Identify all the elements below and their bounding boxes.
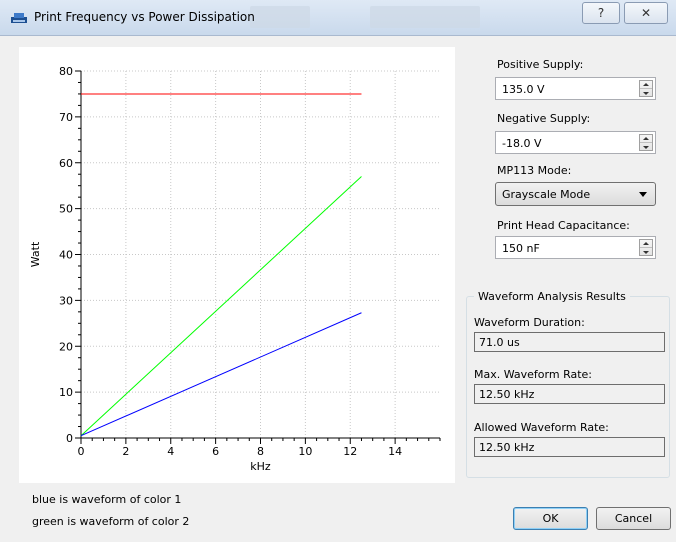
x-tick-label: 2 <box>122 445 129 458</box>
chevron-down-icon <box>639 192 647 197</box>
capacitance-increment[interactable] <box>640 240 652 248</box>
duration-field: 71.0 us <box>474 332 665 352</box>
x-tick-label: 4 <box>167 445 174 458</box>
mode-dropdown[interactable]: Grayscale Mode <box>495 182 656 206</box>
y-tick-label: 20 <box>59 340 73 353</box>
results-group-title: Waveform Analysis Results <box>474 290 630 303</box>
window-title: Print Frequency vs Power Dissipation <box>34 10 255 24</box>
capacitance-spinbox[interactable]: 150 nF <box>495 236 656 259</box>
chart-series <box>80 93 362 437</box>
ok-button[interactable]: OK <box>513 507 588 530</box>
y-tick-label: 60 <box>59 157 73 170</box>
arrow-down-icon <box>643 145 649 149</box>
x-tick-label: 14 <box>388 445 402 458</box>
mode-label: MP113 Mode: <box>497 164 572 177</box>
chart-grid <box>81 70 440 438</box>
positive-supply-decrement[interactable] <box>640 89 652 97</box>
capacitance-spin-buttons <box>639 239 653 256</box>
positive-supply-value[interactable]: 135.0 V <box>502 83 545 96</box>
positive-supply-spin-buttons <box>639 80 653 97</box>
allowed-rate-field: 12.50 kHz <box>474 437 665 457</box>
legend-note-color-2: green is waveform of color 2 <box>32 515 190 528</box>
arrow-down-icon <box>643 250 649 254</box>
y-tick-label: 30 <box>59 294 73 307</box>
negative-supply-spinbox[interactable]: -18.0 V <box>495 131 656 154</box>
negative-supply-value[interactable]: -18.0 V <box>502 137 542 150</box>
negative-supply-spin-buttons <box>639 134 653 151</box>
power-dissipation-chart: 0 2 4 6 8 10 12 14 0 10 20 30 40 50 60 70 80 kHz Watt <box>29 65 441 473</box>
allowed-rate-value: 12.50 kHz <box>479 441 535 454</box>
close-button[interactable]: ✕ <box>624 2 668 24</box>
arrow-up-icon <box>643 83 649 86</box>
positive-supply-spinbox[interactable]: 135.0 V <box>495 77 656 100</box>
cancel-button[interactable]: Cancel <box>596 507 671 530</box>
x-axis-label: kHz <box>250 460 271 473</box>
y-tick-label: 10 <box>59 386 73 399</box>
close-icon: ✕ <box>640 6 652 20</box>
series-line-3 <box>80 312 362 437</box>
allowed-rate-label: Allowed Waveform Rate: <box>474 421 609 434</box>
y-tick-label: 80 <box>59 65 73 78</box>
y-tick-label: 50 <box>59 203 73 216</box>
capacitance-decrement[interactable] <box>640 248 652 256</box>
series-line-2 <box>80 176 362 437</box>
positive-supply-increment[interactable] <box>640 81 652 89</box>
max-rate-value: 12.50 kHz <box>479 388 535 401</box>
duration-value: 71.0 us <box>479 336 520 349</box>
arrow-down-icon <box>643 91 649 95</box>
legend-note-color-1: blue is waveform of color 1 <box>32 493 182 506</box>
mode-selected-value: Grayscale Mode <box>502 188 591 201</box>
y-tick-label: 0 <box>66 432 73 445</box>
capacitance-value[interactable]: 150 nF <box>502 242 540 255</box>
background-window-fragment <box>370 6 480 28</box>
arrow-up-icon <box>643 242 649 245</box>
y-axis-label: Watt <box>29 241 42 267</box>
negative-supply-increment[interactable] <box>640 135 652 143</box>
x-tick-label: 6 <box>212 445 219 458</box>
duration-label: Waveform Duration: <box>474 316 585 329</box>
y-tick-label: 70 <box>59 111 73 124</box>
max-rate-label: Max. Waveform Rate: <box>474 368 592 381</box>
capacitance-label: Print Head Capacitance: <box>497 219 630 232</box>
max-rate-field: 12.50 kHz <box>474 384 665 404</box>
y-tick-label: 40 <box>59 249 73 262</box>
chart-panel: 0 2 4 6 8 10 12 14 0 10 20 30 40 50 60 70 80 kHz Watt <box>19 47 455 483</box>
x-tick-label: 8 <box>257 445 264 458</box>
help-icon: ? <box>597 6 605 20</box>
negative-supply-decrement[interactable] <box>640 143 652 151</box>
background-window-fragment <box>250 6 310 28</box>
negative-supply-label: Negative Supply: <box>497 112 591 125</box>
x-tick-label: 12 <box>343 445 357 458</box>
printer-app-icon <box>11 13 27 23</box>
title-bar: Print Frequency vs Power Dissipation ? ✕ <box>0 0 676 36</box>
x-tick-label: 10 <box>298 445 312 458</box>
help-button[interactable]: ? <box>582 2 620 24</box>
arrow-up-icon <box>643 137 649 140</box>
positive-supply-label: Positive Supply: <box>497 58 584 71</box>
chart-axes: 0 2 4 6 8 10 12 14 0 10 20 30 40 50 60 70 80 <box>59 65 441 458</box>
x-tick-label: 0 <box>78 445 85 458</box>
